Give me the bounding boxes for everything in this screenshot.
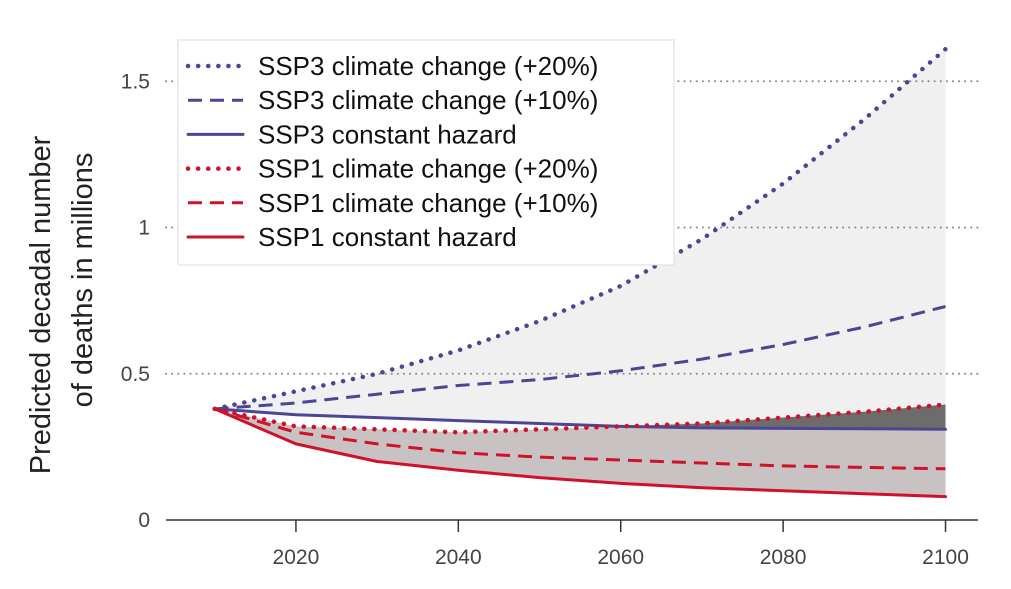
legend-label: SSP3 constant hazard <box>258 119 517 149</box>
legend-item: SSP3 climate change (+20%) <box>185 51 598 81</box>
legend-label: SSP1 climate change (+20%) <box>258 154 598 184</box>
series-lines <box>212 46 948 499</box>
axis-ticks: 2020 2040 2060 2080 2100 0 0.5 1 1.5 <box>121 70 969 569</box>
legend-label: SSP1 climate change (+10%) <box>258 188 598 218</box>
band-ssp3 <box>214 49 946 430</box>
legend-item: SSP3 constant hazard <box>186 119 517 149</box>
gridlines <box>165 80 979 375</box>
y-tick-label: 1.5 <box>121 70 150 93</box>
series-line-ssp3-climate-change-10 <box>214 305 946 411</box>
y-tick-label: 1 <box>138 217 150 240</box>
x-tick-label: 2020 <box>273 546 320 569</box>
legend-label: SSP3 climate change (+10%) <box>258 85 598 115</box>
legend-item: SSP3 climate change (+10%) <box>188 85 598 115</box>
y-axis-title-line1: Predicted decadal number <box>25 135 57 474</box>
y-tick-label: 0 <box>138 509 150 532</box>
legend-item: SSP1 climate change (+10%) <box>188 188 598 218</box>
legend-label: SSP3 climate change (+20%) <box>258 51 598 81</box>
x-tick-label: 2100 <box>922 546 969 569</box>
series-line-ssp1-constant-hazard <box>213 407 947 499</box>
x-tick-label: 2060 <box>597 546 644 569</box>
band-overlap <box>214 404 946 430</box>
y-axis-title-line2: of deaths in millions <box>67 153 99 408</box>
x-tick-label: 2080 <box>760 546 807 569</box>
legend-box <box>177 39 675 266</box>
series-line-ssp3-constant-hazard <box>213 407 947 431</box>
legend: SSP3 climate change (+20%) SSP3 climate c… <box>177 39 675 266</box>
y-axis-title: Predicted decadal number of deaths in mi… <box>25 135 99 474</box>
legend-item: SSP1 constant hazard <box>186 222 517 252</box>
legend-label: SSP1 constant hazard <box>258 222 517 252</box>
x-tick-label: 2040 <box>435 546 482 569</box>
legend-item: SSP1 climate change (+20%) <box>185 154 598 184</box>
y-tick-label: 0.5 <box>121 363 150 386</box>
